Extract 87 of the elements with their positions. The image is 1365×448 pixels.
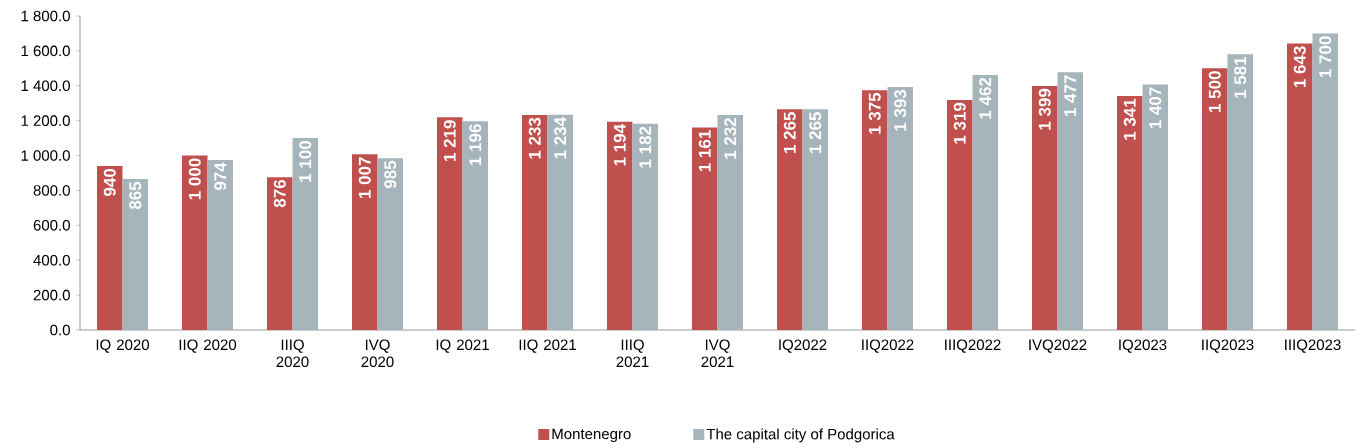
y-tick-label: 600.0: [33, 220, 70, 231]
bar: [632, 123, 658, 330]
data-label: 1 407: [1149, 87, 1162, 129]
bar: [122, 179, 148, 330]
data-label: 1 462: [979, 77, 992, 119]
bar: [352, 154, 378, 330]
y-tick-label: 1 400.0: [21, 80, 70, 92]
x-tick-label: IQ 2020: [96, 339, 149, 353]
x-tick-label: IIIQ2022: [945, 339, 1001, 353]
y-tick-label: 200.0: [33, 289, 70, 301]
bar: [1286, 43, 1313, 330]
bar: [437, 117, 463, 330]
bar: [522, 114, 548, 330]
data-label: 1 233: [528, 117, 541, 159]
bar: [182, 155, 208, 330]
bar: [1202, 68, 1228, 330]
data-label: 1 219: [443, 120, 456, 162]
x-tick-label: IVQ 2021: [701, 339, 734, 368]
y-tick-label: 400.0: [33, 254, 70, 266]
bar: [377, 158, 403, 330]
data-label: 1 477: [1064, 75, 1077, 117]
data-label: 1 399: [1038, 88, 1051, 130]
data-label: 1 000: [188, 158, 201, 200]
bar: [1312, 33, 1338, 330]
y-tick-label: 0.0: [50, 324, 70, 336]
x-tick-label: IIQ 2020: [179, 339, 237, 353]
x-tick-label: IIIQ2023: [1285, 339, 1341, 353]
data-label: 1 194: [613, 124, 626, 166]
bar: [947, 99, 973, 330]
x-tick-label: IVQ2022: [1029, 339, 1087, 353]
data-label: 1 581: [1234, 56, 1247, 98]
x-tick-label: IIIQ 2021: [616, 339, 649, 368]
data-label: 1 196: [469, 124, 482, 166]
bar: [462, 121, 488, 330]
data-label: 1 182: [639, 126, 652, 168]
y-tick-label: 800.0: [33, 185, 70, 196]
bar: [547, 114, 573, 330]
data-label: 1 100: [299, 141, 312, 182]
data-label: 1 375: [868, 92, 881, 134]
bar: [1032, 85, 1058, 330]
data-label: 1 643: [1293, 46, 1306, 88]
bar: [292, 138, 318, 330]
data-label: 1 700: [1319, 36, 1332, 78]
bar: [1227, 54, 1253, 330]
data-label: 1 341: [1123, 98, 1136, 140]
bar: [1057, 72, 1083, 330]
bar: [717, 115, 743, 330]
data-label: 974: [214, 162, 227, 191]
data-label: 1 234: [554, 117, 567, 159]
y-tick-label: 1 600.0: [21, 45, 70, 57]
bar: [607, 121, 633, 330]
data-label: 1 393: [894, 89, 907, 131]
legend-label: The capital city of Podgorica: [706, 428, 895, 443]
x-tick-label: IIQ2023: [1202, 339, 1254, 353]
bar: [267, 177, 293, 330]
legend-label: Montenegro: [552, 428, 631, 443]
data-label: 876: [273, 180, 286, 208]
x-tick-label: IQ2023: [1119, 339, 1167, 353]
x-tick-label: IIIQ 2020: [276, 339, 309, 368]
data-label: 940: [103, 168, 116, 196]
data-label: 985: [384, 160, 397, 189]
bar: [1117, 96, 1143, 330]
bar: [802, 109, 828, 330]
data-label: 1 161: [698, 130, 711, 172]
y-tick-label: 1 800.0: [21, 10, 70, 22]
data-label: 1 232: [724, 118, 737, 159]
data-label: 1 007: [358, 157, 371, 199]
x-tick-label: IVQ 2020: [361, 339, 394, 368]
bar: [862, 90, 888, 330]
x-tick-label: IIQ2022: [862, 339, 914, 353]
x-tick-label: IQ2022: [779, 339, 827, 353]
bar: [777, 109, 803, 330]
bar: [887, 87, 913, 330]
bar: [972, 74, 998, 330]
data-label: 1 265: [783, 112, 796, 154]
x-tick-label: IQ 2021: [436, 339, 489, 353]
y-tick-label: 1 000.0: [21, 150, 70, 161]
data-label: 1 500: [1208, 71, 1221, 113]
data-label: 1 319: [953, 102, 966, 144]
bar: [692, 127, 718, 330]
data-label: 1 265: [809, 112, 822, 154]
bar: [1142, 84, 1168, 330]
y-tick-label: 1 200.0: [21, 115, 70, 126]
x-tick-label: IIQ 2021: [519, 339, 576, 353]
bar: [207, 160, 233, 330]
data-label: 865: [129, 181, 142, 210]
bar: [97, 166, 123, 330]
